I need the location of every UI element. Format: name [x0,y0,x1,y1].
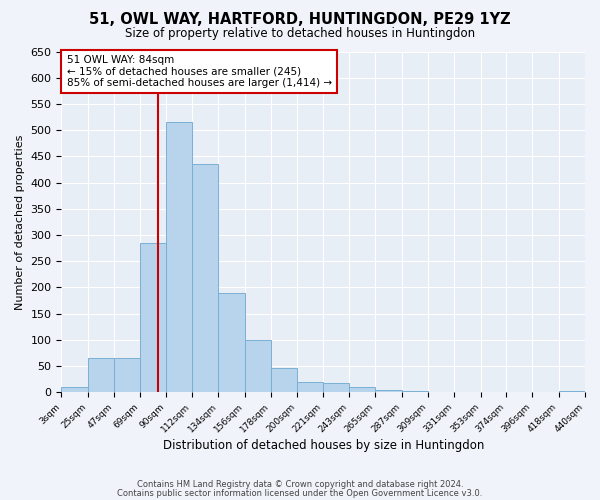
Bar [88,358,114,392]
Bar [61,387,88,392]
Bar [349,387,376,392]
Bar [376,390,401,392]
Bar [218,292,245,392]
Bar [166,122,192,392]
Text: Contains HM Land Registry data © Crown copyright and database right 2024.: Contains HM Land Registry data © Crown c… [137,480,463,489]
Bar [559,391,585,392]
X-axis label: Distribution of detached houses by size in Huntingdon: Distribution of detached houses by size … [163,440,484,452]
Bar [140,243,166,392]
Bar [271,368,298,392]
Y-axis label: Number of detached properties: Number of detached properties [15,134,25,310]
Bar [401,391,428,392]
Bar [114,358,140,392]
Text: Size of property relative to detached houses in Huntingdon: Size of property relative to detached ho… [125,28,475,40]
Text: 51, OWL WAY, HARTFORD, HUNTINGDON, PE29 1YZ: 51, OWL WAY, HARTFORD, HUNTINGDON, PE29 … [89,12,511,28]
Bar [245,340,271,392]
Bar [192,164,218,392]
Bar [323,382,349,392]
Text: 51 OWL WAY: 84sqm
← 15% of detached houses are smaller (245)
85% of semi-detache: 51 OWL WAY: 84sqm ← 15% of detached hous… [67,55,332,88]
Bar [298,382,323,392]
Text: Contains public sector information licensed under the Open Government Licence v3: Contains public sector information licen… [118,489,482,498]
